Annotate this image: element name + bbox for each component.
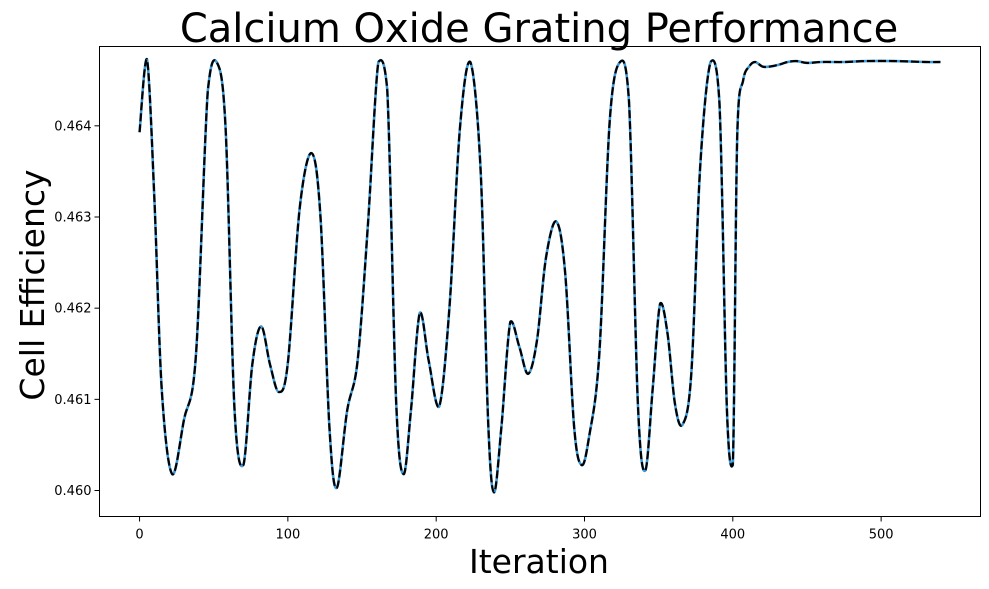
x-tick-label: 100 [275,528,300,543]
y-tick-label: 0.464 [54,119,91,134]
y-axis-label: Cell Efficiency [13,169,52,400]
plot-area [138,57,941,494]
y-tick-label: 0.462 [54,302,91,317]
x-tick-label: 300 [572,528,597,543]
plot-frame [99,46,981,517]
y-tick-label: 0.463 [54,210,91,225]
y-tick-label: 0.460 [54,484,91,499]
series-line-dashed [138,58,941,494]
y-tick-label: 0.461 [54,393,91,408]
x-tick-label: 200 [424,528,449,543]
x-tick-label: 0 [135,528,143,543]
x-axis-label: Iteration [469,542,609,581]
series-line-solid [138,57,941,494]
x-tick-label: 400 [720,528,745,543]
axis-ticks: 0 100 200 300 400 500 0.460 0.461 0.462 0.463 0.46… [54,119,893,542]
chart-title: Calcium Oxide Grating Performance [180,6,898,52]
x-tick-label: 500 [869,528,894,543]
